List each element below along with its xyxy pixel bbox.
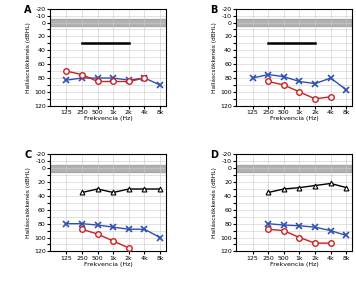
- Y-axis label: Halláscsökkenés (dBHL): Halláscsökkenés (dBHL): [26, 22, 31, 93]
- X-axis label: Frekvencia (Hz): Frekvencia (Hz): [84, 116, 132, 121]
- Bar: [50, 165, 166, 172]
- Text: B: B: [210, 5, 218, 15]
- Y-axis label: Halláscsökkenés (dBHL): Halláscsökkenés (dBHL): [26, 167, 31, 238]
- Text: D: D: [210, 151, 219, 160]
- Bar: [50, 19, 166, 26]
- X-axis label: Frekvencia (Hz): Frekvencia (Hz): [84, 262, 132, 267]
- Y-axis label: Halláscsökkenés (dBHL): Halláscsökkenés (dBHL): [212, 167, 218, 238]
- Bar: [236, 19, 352, 26]
- X-axis label: Frekvencia (Hz): Frekvencia (Hz): [270, 262, 319, 267]
- Text: A: A: [24, 5, 32, 15]
- X-axis label: Frekvencia (Hz): Frekvencia (Hz): [270, 116, 319, 121]
- Y-axis label: Halláscsökkenés (dBHL): Halláscsökkenés (dBHL): [212, 22, 218, 93]
- Bar: [236, 165, 352, 172]
- Text: C: C: [24, 151, 31, 160]
